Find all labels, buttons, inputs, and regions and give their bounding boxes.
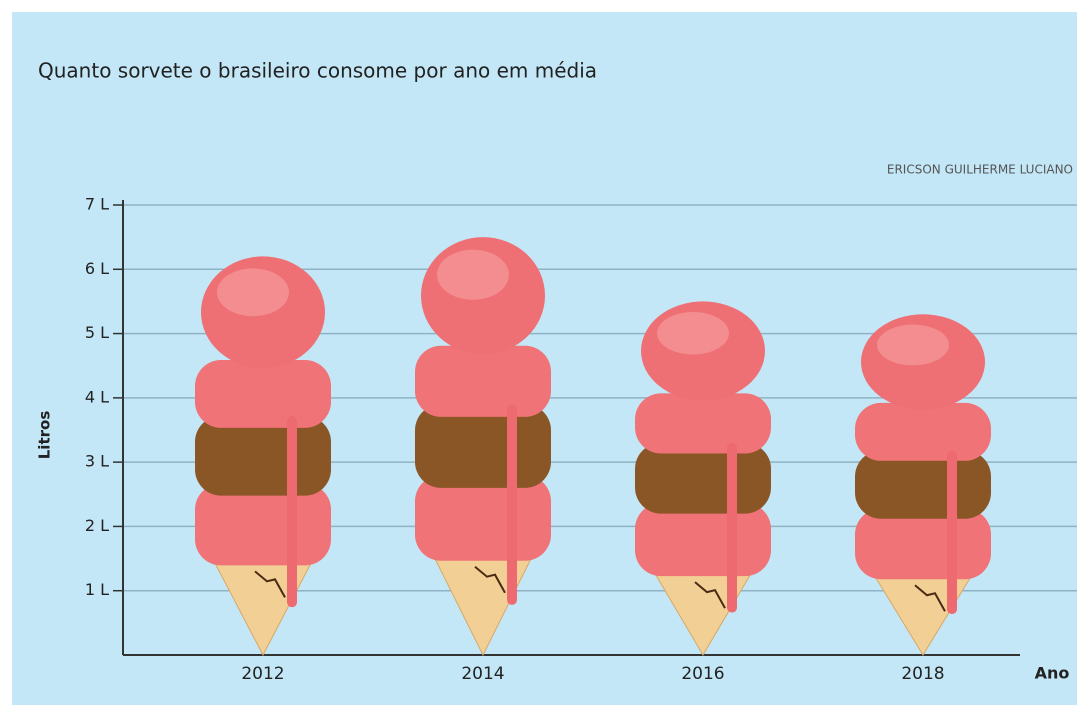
drip <box>507 404 517 605</box>
y-axis-label: Litros <box>36 411 54 460</box>
y-tick-label: 3 L <box>85 452 109 471</box>
drip <box>727 443 737 613</box>
highlight <box>437 250 509 300</box>
drip <box>287 416 297 607</box>
pink-band <box>635 393 771 453</box>
x-tick-label: 2016 <box>681 664 724 684</box>
pink-scoop <box>415 475 551 560</box>
y-tick-label: 5 L <box>85 323 109 342</box>
chocolate-scoop <box>855 451 991 519</box>
pink-scoop <box>635 503 771 576</box>
x-tick-label: 2012 <box>241 664 284 684</box>
y-tick-label: 6 L <box>85 259 109 278</box>
pink-scoop <box>855 508 991 579</box>
chocolate-scoop <box>195 416 331 496</box>
chart: Quanto sorvete o brasileiro consome por … <box>0 0 1089 717</box>
chart-title: Quanto sorvete o brasileiro consome por … <box>38 59 597 83</box>
drip <box>947 451 957 615</box>
y-tick-label: 7 L <box>85 195 109 214</box>
x-axis-label: Ano <box>1035 664 1070 683</box>
y-tick-label: 1 L <box>85 580 109 599</box>
pink-band <box>855 403 991 461</box>
pink-band <box>195 360 331 428</box>
highlight <box>217 268 289 316</box>
y-tick-label: 4 L <box>85 387 109 406</box>
credit: ERICSON GUILHERME LUCIANO <box>887 163 1073 177</box>
x-tick-label: 2014 <box>461 664 504 684</box>
pink-band <box>415 346 551 417</box>
x-tick-label: 2018 <box>901 664 944 684</box>
pink-scoop <box>195 484 331 566</box>
highlight <box>877 325 949 366</box>
highlight <box>657 312 729 354</box>
y-tick-label: 2 L <box>85 516 109 535</box>
